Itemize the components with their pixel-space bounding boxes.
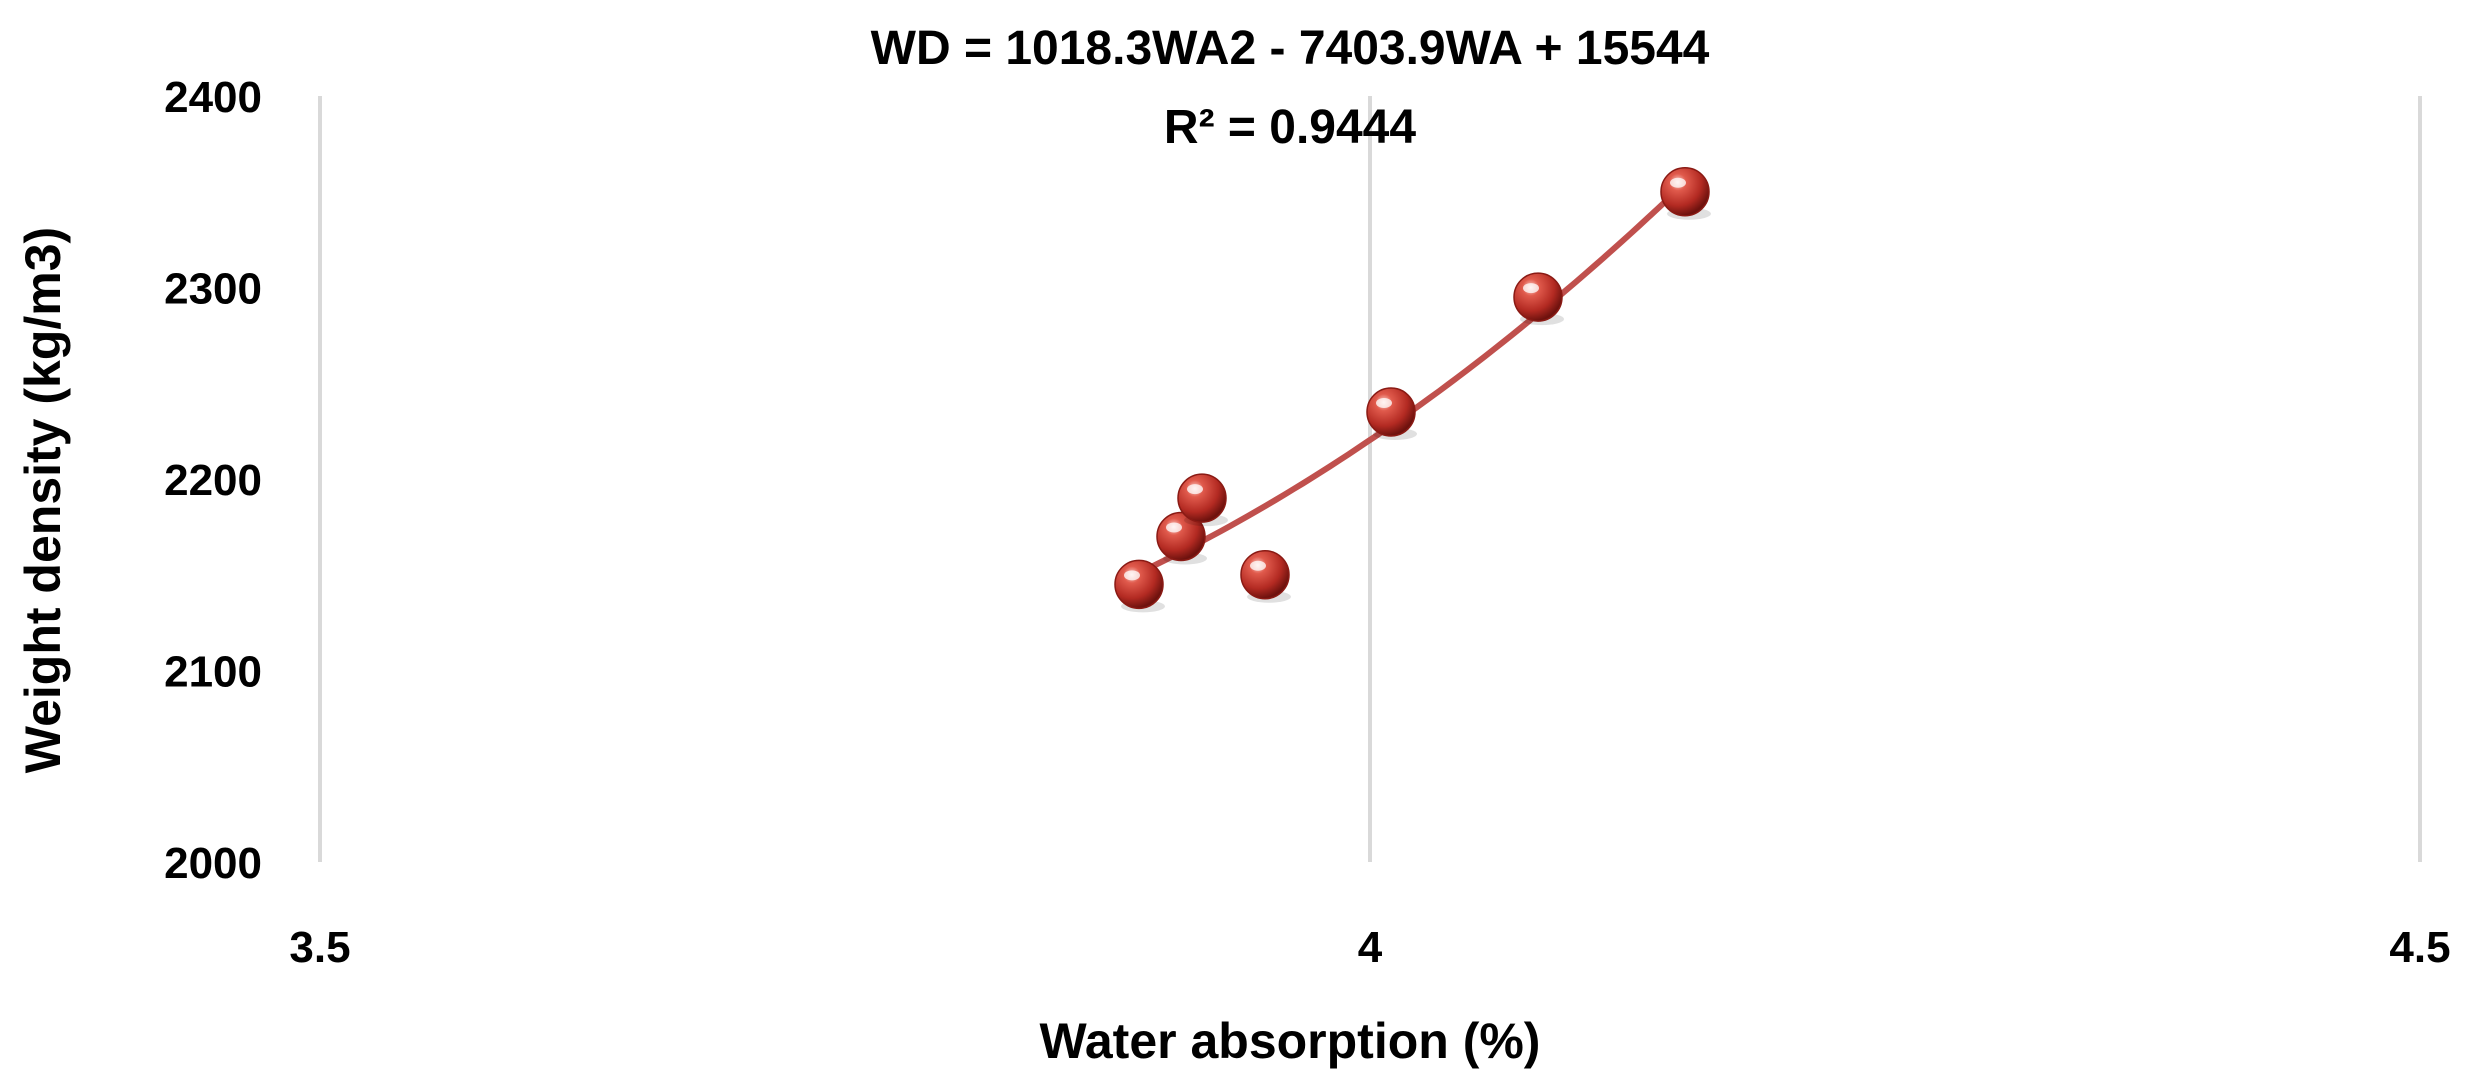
data-point [1513, 272, 1564, 326]
y-tick-label: 2300 [164, 265, 262, 314]
y-tick-label: 2400 [164, 73, 262, 122]
data-points [1114, 167, 1711, 613]
x-axis-label: Water absorption (%) [1040, 1013, 1541, 1069]
x-tick-label: 4 [1358, 923, 1383, 972]
data-point [1366, 387, 1417, 440]
trendline [1136, 179, 1688, 576]
data-point [1114, 559, 1165, 613]
y-tick-label: 2000 [164, 839, 262, 888]
data-point [1240, 550, 1291, 603]
x-tick-label: 3.5 [289, 923, 350, 972]
x-axis-ticks: 3.5 4 4.5 [289, 923, 2450, 972]
data-point [1660, 167, 1711, 220]
data-point [1156, 511, 1207, 565]
y-axis-ticks: 2000 2100 2200 2300 2400 [164, 73, 262, 888]
y-tick-label: 2200 [164, 456, 262, 505]
gridlines [318, 96, 2422, 862]
chart-r-squared: R² = 0.9444 [1164, 101, 1416, 154]
chart-equation: WD = 1018.3WA2 - 7403.9WA + 15544 [871, 22, 1710, 75]
data-point [1177, 473, 1228, 527]
y-axis-label: Weight density (kg/m3) [15, 227, 71, 773]
y-tick-label: 2100 [164, 648, 262, 697]
x-tick-label: 4.5 [2389, 923, 2450, 972]
